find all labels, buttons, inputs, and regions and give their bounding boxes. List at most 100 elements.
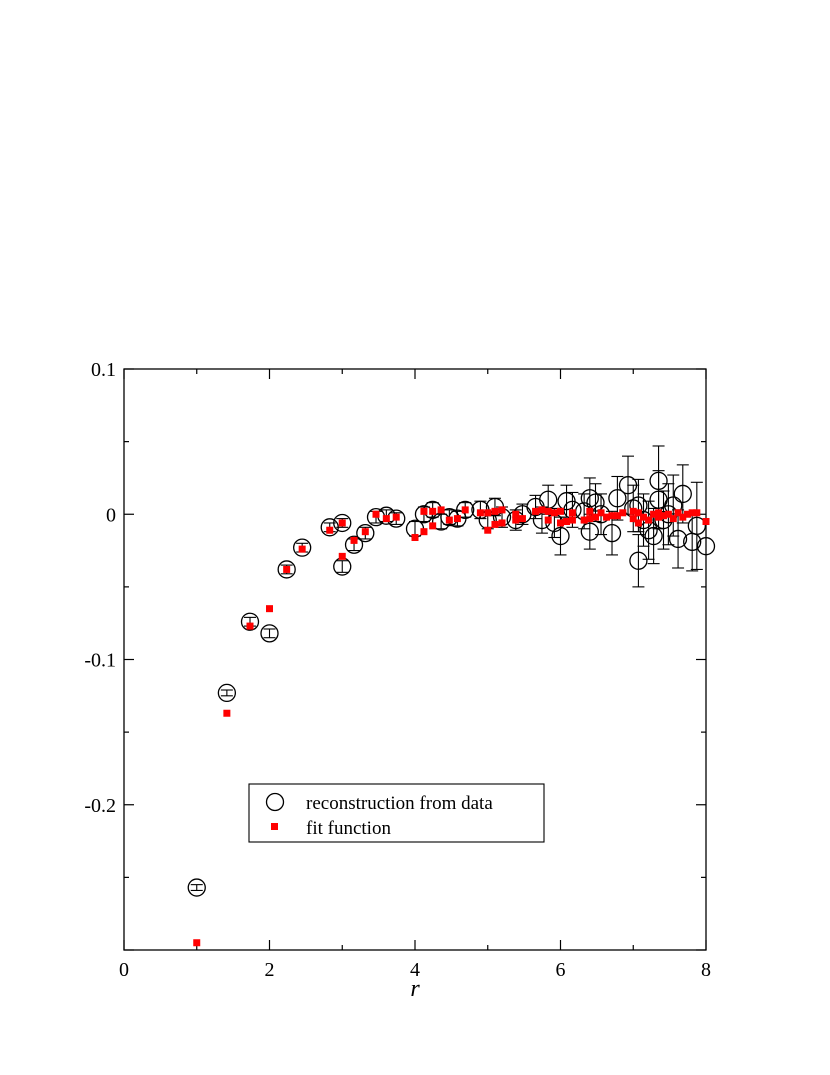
- fit-point: [684, 510, 692, 518]
- data-point: [217, 683, 237, 703]
- fit-point: [629, 515, 637, 523]
- fit-point: [669, 515, 677, 523]
- fit-point: [461, 506, 469, 514]
- y-tick-label: -0.1: [84, 650, 116, 672]
- fit-point: [550, 509, 558, 517]
- fit-point: [283, 565, 291, 573]
- x-axis-title: r: [410, 976, 420, 1002]
- fit-point: [664, 510, 672, 518]
- fit-point: [650, 510, 658, 518]
- fit-point: [491, 507, 499, 515]
- legend-box: [248, 783, 545, 843]
- fit-point: [660, 512, 668, 520]
- data-point: [356, 523, 375, 543]
- data-marker: [580, 489, 599, 508]
- fit-point: [613, 512, 621, 520]
- fit-point: [586, 515, 594, 523]
- fit-point: [655, 513, 663, 521]
- y-tick-label: 0.1: [91, 359, 116, 381]
- fit-point: [518, 515, 526, 523]
- fit-point: [568, 509, 576, 517]
- fit-point: [688, 509, 696, 517]
- data-marker: [344, 535, 364, 554]
- data-point: [260, 624, 279, 643]
- data-point: [696, 537, 716, 556]
- y-tick-label: 0: [106, 504, 116, 526]
- data-marker: [293, 538, 312, 557]
- fit-point: [597, 509, 605, 517]
- data-point: [687, 481, 706, 570]
- series-fit-function: [193, 506, 710, 947]
- legend-label-reconstruction: reconstruction from data: [306, 793, 493, 814]
- data-marker: [333, 513, 352, 533]
- x-tick-label: 0: [119, 959, 129, 981]
- data-marker: [580, 522, 599, 541]
- fit-point: [702, 518, 710, 526]
- data-point: [673, 464, 692, 524]
- data-point: [187, 878, 206, 897]
- data-marker: [608, 489, 627, 508]
- data-point: [664, 474, 683, 537]
- fit-point: [580, 516, 588, 524]
- data-marker: [240, 612, 260, 631]
- fit-point: [557, 519, 564, 527]
- fit-point: [193, 939, 201, 947]
- fit-point: [484, 526, 492, 534]
- fit-point: [392, 513, 400, 521]
- fit-point: [512, 516, 520, 524]
- fit-point: [603, 513, 611, 521]
- fit-point: [361, 528, 369, 536]
- fit-point: [629, 507, 637, 515]
- fit-point: [544, 507, 552, 515]
- fit-point: [645, 516, 653, 524]
- legend-marker-reconstruction: [265, 792, 285, 812]
- fit-point: [350, 536, 358, 544]
- data-point: [333, 557, 352, 576]
- x-tick-label: 2: [265, 959, 275, 981]
- fit-point: [437, 506, 445, 514]
- fit-point: [223, 709, 231, 717]
- fit-point: [634, 519, 642, 527]
- fit-point: [544, 516, 552, 524]
- data-marker: [696, 537, 716, 556]
- fit-point: [382, 515, 390, 523]
- data-marker: [644, 526, 663, 546]
- legend: reconstruction from data fit function: [248, 783, 545, 843]
- fit-point: [619, 509, 627, 517]
- fit-point: [557, 507, 564, 515]
- x-tick-label: 6: [556, 959, 566, 981]
- data-marker: [629, 551, 648, 570]
- fit-point: [429, 522, 437, 530]
- fit-point: [498, 506, 506, 514]
- data-marker: [456, 500, 475, 520]
- data-marker: [277, 560, 296, 579]
- fit-point: [491, 520, 499, 528]
- fit-point: [338, 519, 346, 527]
- fit-point: [532, 507, 540, 515]
- fit-point: [498, 519, 506, 527]
- fit-point: [634, 509, 642, 517]
- data-point: [639, 500, 658, 560]
- fit-point: [693, 509, 701, 517]
- fit-point: [372, 510, 380, 518]
- fit-point: [445, 516, 453, 524]
- fit-point: [640, 513, 648, 521]
- legend-label-fit: fit function: [306, 818, 391, 839]
- fit-point: [608, 512, 616, 520]
- data-marker: [668, 529, 688, 549]
- data-marker: [356, 523, 375, 543]
- fit-point: [298, 545, 306, 553]
- data-marker: [602, 523, 622, 543]
- data-marker: [664, 496, 683, 515]
- fit-point: [411, 533, 419, 541]
- fit-point: [326, 526, 334, 534]
- fit-point: [338, 552, 346, 560]
- fit-point: [563, 518, 571, 526]
- data-marker: [673, 484, 692, 504]
- legend-marker-fit: [271, 823, 278, 830]
- data-marker: [187, 878, 206, 897]
- data-marker: [217, 683, 237, 703]
- data-marker: [687, 516, 706, 536]
- x-tick-label: 4: [410, 959, 420, 981]
